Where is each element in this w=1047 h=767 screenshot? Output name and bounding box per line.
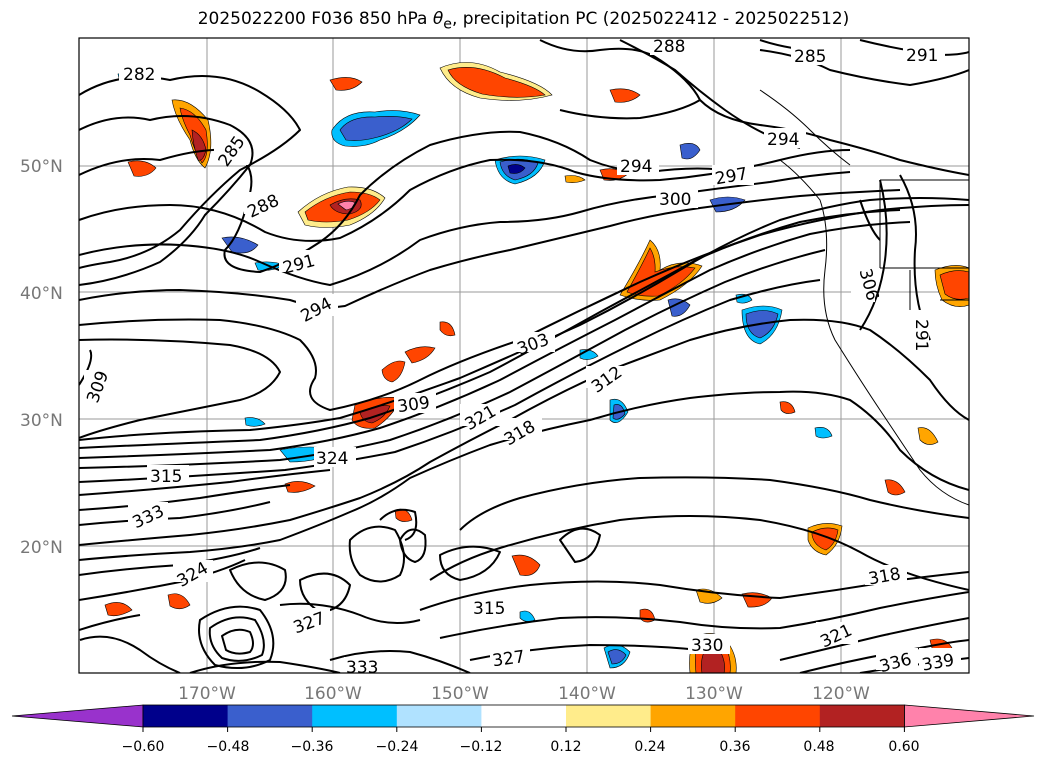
contour-label: 282 xyxy=(123,65,155,85)
colorbar-tick-label: −0.24 xyxy=(376,739,419,755)
colorbar-segment xyxy=(819,705,905,727)
colorbar-outline xyxy=(142,704,905,728)
lon-tick-label: 170°W xyxy=(178,684,236,704)
title-theta: θ xyxy=(432,9,444,29)
colorbar-tick-label: 0.36 xyxy=(719,739,750,755)
colorbar-extend-max xyxy=(904,704,1035,728)
lat-tick-label: 20°N xyxy=(20,538,63,558)
plot-frame xyxy=(78,37,970,674)
colorbar-tick-label: −0.60 xyxy=(122,739,165,755)
contour-label: 294 xyxy=(620,157,652,177)
colorbar-segment xyxy=(143,705,229,727)
contour-label: 288 xyxy=(653,37,685,57)
lon-tick-label: 160°W xyxy=(304,684,362,704)
contour-label: 294 xyxy=(767,130,799,150)
theta-e-contours xyxy=(79,39,969,673)
contour-label: 291 xyxy=(911,319,931,351)
lon-tick-label: 120°W xyxy=(812,684,870,704)
colorbar-segment xyxy=(735,705,821,727)
contour-label: 333 xyxy=(346,658,378,678)
colorbar-segment xyxy=(312,705,398,727)
colorbar-extend-min xyxy=(11,704,144,728)
title-prefix: 2025022200 F036 850 hPa xyxy=(197,9,433,29)
colorbar-segment xyxy=(650,705,736,727)
colorbar-tick-label: −0.12 xyxy=(460,739,503,755)
lon-tick-label: 140°W xyxy=(558,684,616,704)
colorbar-tick-label: −0.36 xyxy=(291,739,334,755)
title-sub: e xyxy=(443,16,452,33)
colorbar xyxy=(11,704,1035,732)
contour-label: 300 xyxy=(659,190,691,210)
longitude-labels: 170°W 160°W 150°W 140°W 130°W 120°W xyxy=(178,684,870,704)
colorbar-tick-label: 0.60 xyxy=(888,739,919,755)
colorbar-tick-label: −0.48 xyxy=(207,739,250,755)
contour-labels: 282 285 288 291 294 294 294 297 300 303 … xyxy=(83,37,961,678)
contour-label: 285 xyxy=(794,47,826,67)
colorbar-segment xyxy=(566,705,652,727)
colorbar-tick-label: 0.48 xyxy=(803,739,834,755)
contour-label: 330 xyxy=(691,636,723,656)
lon-tick-label: 150°W xyxy=(431,684,489,704)
contour-label: 315 xyxy=(473,599,505,619)
contour-label: 324 xyxy=(316,449,348,469)
contour-label: 309 xyxy=(396,393,431,417)
colorbar-segment xyxy=(227,705,313,727)
lat-tick-label: 50°N xyxy=(20,157,63,177)
map-title: 2025022200 F036 850 hPa θe, precipitatio… xyxy=(0,9,1047,32)
lat-tick-label: 30°N xyxy=(20,411,63,431)
colorbar-segment xyxy=(481,705,567,727)
contour-label: 339 xyxy=(920,650,955,675)
contour-label: 336 xyxy=(877,649,914,677)
contour-label: 291 xyxy=(906,46,938,66)
latitude-labels: 50°N 40°N 30°N 20°N xyxy=(20,157,63,558)
lon-tick-label: 130°W xyxy=(685,684,743,704)
colorbar-tick-label: 0.24 xyxy=(634,739,665,755)
colorbar-tick-label: 0.12 xyxy=(550,739,581,755)
colorbar-segment xyxy=(396,705,482,727)
contour-label: 315 xyxy=(150,467,182,487)
contour-label: 327 xyxy=(491,647,526,671)
title-suffix: , precipitation PC (2025022412 - 2025022… xyxy=(451,9,850,29)
lat-tick-label: 40°N xyxy=(20,284,63,304)
colorbar-tick-labels: −0.60 −0.48 −0.36 −0.24 −0.12 0.12 0.24 … xyxy=(122,739,920,755)
